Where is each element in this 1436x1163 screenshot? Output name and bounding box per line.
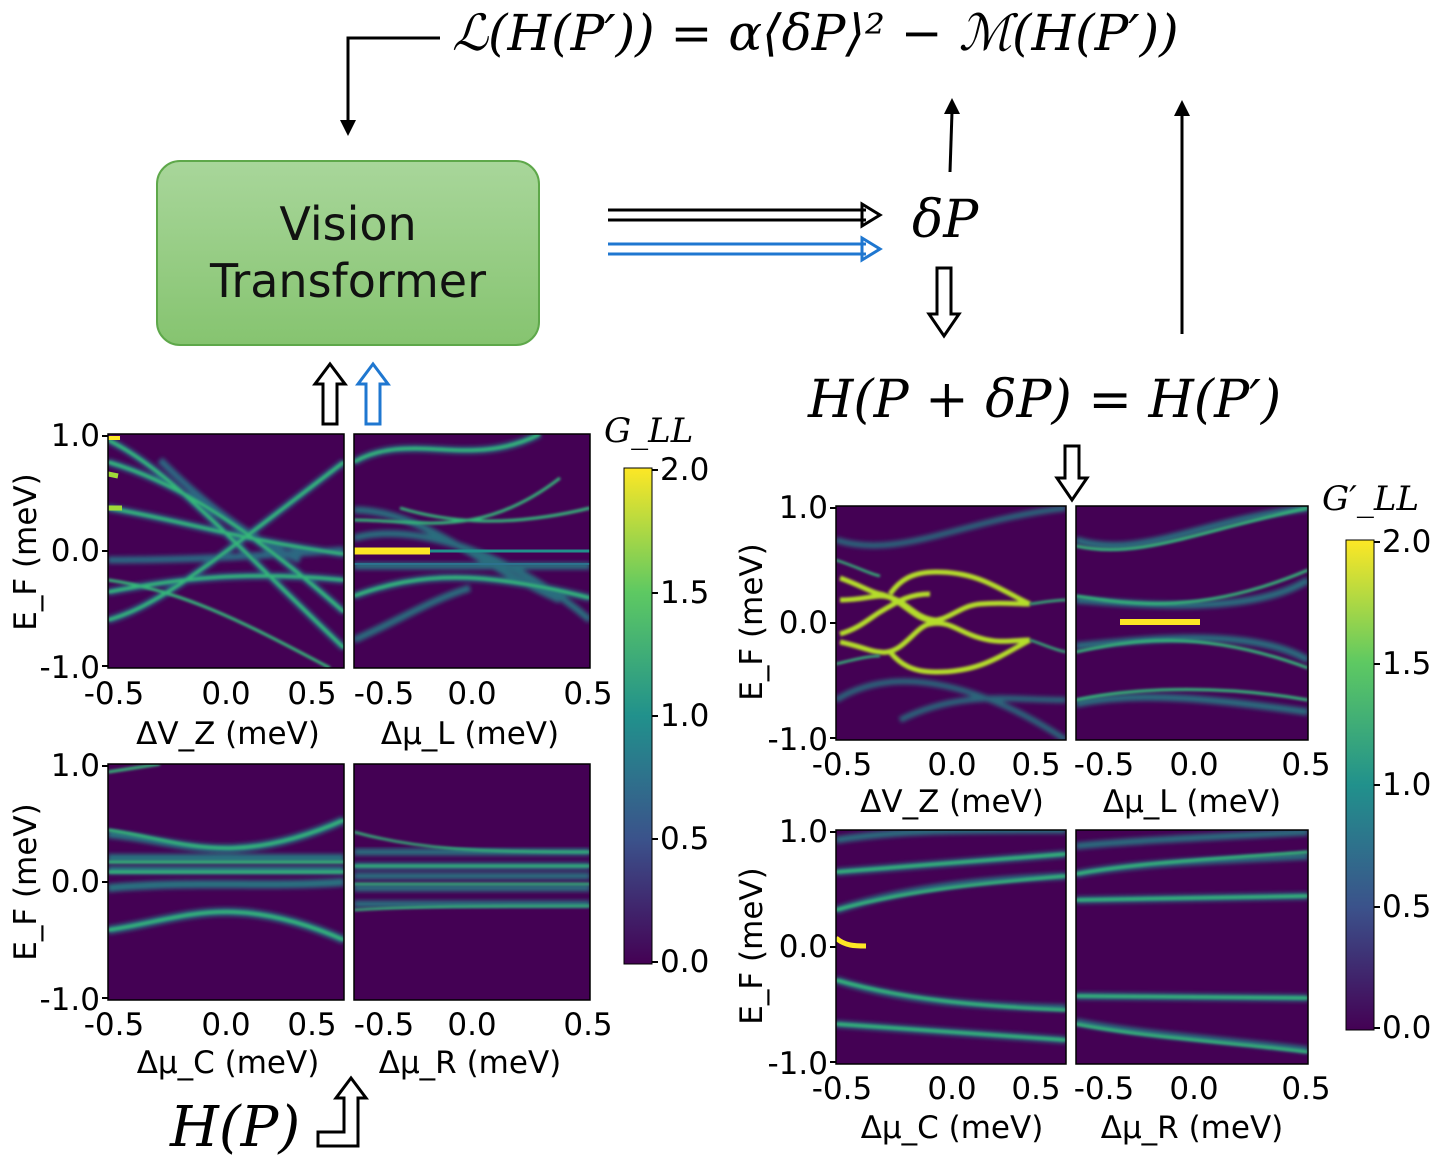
update-down-hollow-arrow bbox=[1054, 444, 1090, 503]
left-p2-xtick-2: 0.0 bbox=[447, 676, 496, 712]
vit-output-blue-double-arrow bbox=[608, 235, 883, 263]
right-p2-xtick-3: 0.5 bbox=[1281, 747, 1330, 783]
panels-to-vit-black-hollow-arrow bbox=[312, 361, 348, 426]
right-p1-xlabel: ΔV_Z (meV) bbox=[860, 784, 1044, 820]
right-top-ylabel: E_F (meV) bbox=[734, 543, 770, 700]
left-bottom-ytick-1: 1.0 bbox=[51, 748, 100, 784]
right-p4-xtick-1: -0.5 bbox=[1074, 1071, 1135, 1107]
heatmap-panel-right-dmuC bbox=[836, 830, 1066, 1064]
input-hollow-hook-arrow bbox=[316, 1075, 369, 1148]
left-p3-xlabel: Δμ_C (meV) bbox=[137, 1045, 320, 1081]
heatmap-panel-left-dmuL bbox=[354, 434, 590, 668]
left-p4-xtick-1: -0.5 bbox=[354, 1007, 415, 1043]
hamiltonian-to-loss-arrow bbox=[1174, 100, 1190, 334]
left-p3-xtick-1: -0.5 bbox=[84, 1007, 145, 1043]
heatmap-panel-right-dVz bbox=[836, 506, 1066, 740]
right-p2-xtick-1: -0.5 bbox=[1074, 747, 1135, 783]
left-cbar-tick-1: 2.0 bbox=[660, 452, 709, 488]
right-bottom-ytick-3: -1.0 bbox=[768, 1046, 829, 1082]
left-p2-xlabel: Δμ_L (meV) bbox=[381, 716, 559, 752]
right-y-tick-marks bbox=[830, 507, 836, 1063]
right-p4-xtick-2: 0.0 bbox=[1169, 1071, 1218, 1107]
right-top-ytick-1: 1.0 bbox=[779, 490, 828, 526]
right-top-ytick-3: -1.0 bbox=[768, 722, 829, 758]
right-p2-xtick-2: 0.0 bbox=[1169, 747, 1218, 783]
right-bottom-ytick-2: 0.0 bbox=[779, 929, 828, 965]
right-p3-xtick-1: -0.5 bbox=[812, 1071, 873, 1107]
feedback-arrow bbox=[340, 36, 440, 136]
right-p3-xtick-2: 0.0 bbox=[927, 1071, 976, 1107]
delta-p-to-loss-arrow bbox=[944, 98, 960, 173]
vit-label-line2: Transformer bbox=[209, 254, 487, 308]
left-p2-xtick-1: -0.5 bbox=[354, 676, 415, 712]
right-bottom-ylabel: E_F (meV) bbox=[734, 867, 770, 1024]
left-cbar-tick-4: 0.5 bbox=[660, 821, 709, 857]
right-bottom-ytick-1: 1.0 bbox=[779, 814, 828, 850]
heatmap-panel-left-dVz bbox=[108, 434, 344, 668]
right-cbar-tick-5: 0.0 bbox=[1382, 1010, 1431, 1046]
right-p2-xlabel: Δμ_L (meV) bbox=[1103, 784, 1281, 820]
right-p1-xtick-3: 0.5 bbox=[1011, 747, 1060, 783]
heatmap-panel-right-dmuL bbox=[1076, 506, 1308, 740]
right-colorbar-ticks bbox=[1374, 541, 1380, 1029]
vit-label-line1: Vision bbox=[279, 196, 417, 251]
heatmap-panel-left-dmuR bbox=[354, 764, 590, 1000]
heatmap-panel-left-dmuC bbox=[108, 764, 344, 1000]
left-p1-xtick-2: 0.0 bbox=[201, 676, 250, 712]
left-colorbar-label: G_LL bbox=[604, 411, 693, 451]
left-p2-xtick-3: 0.5 bbox=[563, 676, 612, 712]
right-p4-xlabel: Δμ_R (meV) bbox=[1101, 1110, 1284, 1146]
left-p3-xtick-3: 0.5 bbox=[287, 1007, 336, 1043]
left-colorbar bbox=[623, 467, 653, 965]
input-hamiltonian-label: H(P) bbox=[170, 1095, 301, 1160]
right-cbar-tick-2: 1.5 bbox=[1382, 646, 1431, 682]
left-top-ylabel: E_F (meV) bbox=[8, 473, 44, 630]
right-group-axes bbox=[835, 505, 1309, 1065]
right-cbar-tick-1: 2.0 bbox=[1382, 524, 1431, 560]
left-p4-xlabel: Δμ_R (meV) bbox=[379, 1045, 562, 1081]
left-cbar-tick-5: 0.0 bbox=[660, 944, 709, 980]
right-colorbar bbox=[1345, 539, 1375, 1031]
left-bottom-ylabel: E_F (meV) bbox=[8, 803, 44, 960]
left-y-tick-marks bbox=[102, 435, 108, 999]
vision-transformer-box: Vision Transformer bbox=[156, 160, 540, 346]
right-p3-xtick-3: 0.5 bbox=[1011, 1071, 1060, 1107]
right-cbar-tick-3: 1.0 bbox=[1382, 767, 1431, 803]
delta-p-label: δP bbox=[912, 190, 979, 250]
left-cbar-tick-2: 1.5 bbox=[660, 575, 709, 611]
left-top-ytick-3: -1.0 bbox=[40, 650, 101, 686]
left-p1-xtick-1: -0.5 bbox=[84, 676, 145, 712]
left-bottom-ytick-3: -1.0 bbox=[40, 982, 101, 1018]
loss-equation: ℒ(H(P′)) = α⟨δP⟩² − ℳ(H(P′)) bbox=[452, 4, 1179, 62]
left-bottom-ytick-2: 0.0 bbox=[51, 864, 100, 900]
right-colorbar-label: G′_LL bbox=[1322, 479, 1419, 519]
left-p1-xlabel: ΔV_Z (meV) bbox=[136, 716, 320, 752]
left-p1-xtick-3: 0.5 bbox=[287, 676, 336, 712]
update-equation: H(P + δP) = H(P′) bbox=[808, 370, 1282, 430]
right-p1-xtick-1: -0.5 bbox=[812, 747, 873, 783]
right-p1-xtick-2: 0.0 bbox=[927, 747, 976, 783]
right-p4-xtick-3: 0.5 bbox=[1281, 1071, 1330, 1107]
heatmap-panel-right-dmuR bbox=[1076, 830, 1308, 1064]
left-p4-xtick-3: 0.5 bbox=[563, 1007, 612, 1043]
left-p4-xtick-2: 0.0 bbox=[447, 1007, 496, 1043]
vit-output-black-double-arrow bbox=[608, 201, 883, 229]
panels-to-vit-blue-hollow-arrow bbox=[355, 361, 391, 426]
right-p3-xlabel: Δμ_C (meV) bbox=[861, 1110, 1044, 1146]
right-cbar-tick-4: 0.5 bbox=[1382, 889, 1431, 925]
left-top-ytick-2: 0.0 bbox=[51, 533, 100, 569]
left-colorbar-ticks bbox=[652, 469, 658, 963]
right-top-ytick-2: 0.0 bbox=[779, 605, 828, 641]
left-cbar-tick-3: 1.0 bbox=[660, 698, 709, 734]
delta-p-down-hollow-arrow bbox=[926, 266, 962, 339]
left-top-ytick-1: 1.0 bbox=[51, 418, 100, 454]
left-p3-xtick-2: 0.0 bbox=[201, 1007, 250, 1043]
